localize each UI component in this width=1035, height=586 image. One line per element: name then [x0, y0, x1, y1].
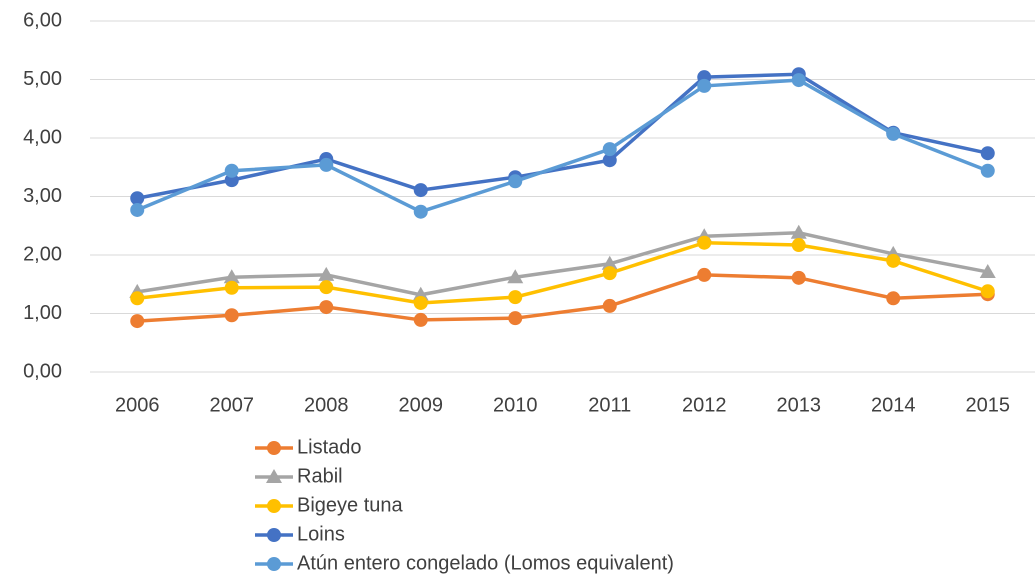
series-line [136, 72, 989, 200]
x-tick-label: 2008 [304, 394, 349, 416]
marker [224, 280, 239, 295]
marker [601, 255, 618, 270]
x-tick-label: 2009 [399, 394, 444, 416]
y-tick-label: 2,00 [23, 243, 62, 265]
marker [224, 163, 239, 178]
legend-marker [267, 441, 281, 455]
x-tick-label: 2015 [966, 394, 1011, 416]
marker [413, 204, 428, 219]
y-tick-label: 0,00 [23, 360, 62, 382]
marker [507, 269, 524, 284]
marker [319, 280, 334, 295]
x-tick-label: 2006 [115, 394, 160, 416]
marker [602, 298, 617, 313]
y-tick-label: 3,00 [23, 185, 62, 207]
marker [979, 263, 996, 278]
legend-marker [267, 499, 281, 513]
marker [602, 142, 617, 157]
x-tick-label: 2012 [682, 394, 727, 416]
marker [319, 300, 334, 315]
legend-label: Atún entero congelado (Lomos equivalent) [297, 552, 674, 574]
x-tick-label: 2014 [871, 394, 916, 416]
marker [319, 157, 334, 172]
marker [791, 238, 806, 253]
y-tick-label: 1,00 [23, 302, 62, 324]
legend-label: Loins [297, 523, 345, 545]
marker [602, 266, 617, 281]
marker [790, 224, 807, 239]
marker [413, 312, 428, 327]
marker [980, 284, 995, 299]
marker [413, 183, 428, 198]
x-tick-label: 2013 [777, 394, 822, 416]
marker [223, 269, 240, 284]
marker [697, 78, 712, 93]
marker [508, 174, 523, 189]
legend-label: Rabil [297, 465, 343, 487]
marker [318, 266, 335, 281]
marker [602, 153, 617, 168]
marker [886, 126, 901, 141]
series-line [137, 240, 989, 305]
legend-label: Listado [297, 436, 362, 458]
legend-marker [266, 469, 282, 483]
marker [886, 291, 901, 306]
y-tick-label: 5,00 [23, 68, 62, 90]
marker [413, 295, 428, 310]
marker [224, 308, 239, 323]
marker [508, 311, 523, 326]
marker [130, 191, 145, 206]
marker [791, 270, 806, 285]
marker [130, 314, 145, 329]
marker [791, 73, 806, 88]
legend-marker [267, 557, 281, 571]
x-tick-label: 2010 [493, 394, 538, 416]
marker [130, 202, 145, 217]
y-tick-label: 6,00 [23, 9, 62, 31]
marker [697, 267, 712, 282]
x-tick-label: 2011 [588, 394, 631, 416]
marker [980, 146, 995, 161]
series-line [136, 78, 989, 214]
series-line [136, 231, 989, 297]
marker [130, 291, 145, 306]
marker [697, 235, 712, 250]
marker [508, 290, 523, 305]
x-tick-label: 2007 [210, 394, 255, 416]
legend-label: Bigeye tuna [297, 494, 404, 516]
y-tick-label: 4,00 [23, 126, 62, 148]
marker [980, 163, 995, 178]
legend-marker [267, 528, 281, 542]
marker [886, 253, 901, 268]
series-line [137, 273, 988, 323]
